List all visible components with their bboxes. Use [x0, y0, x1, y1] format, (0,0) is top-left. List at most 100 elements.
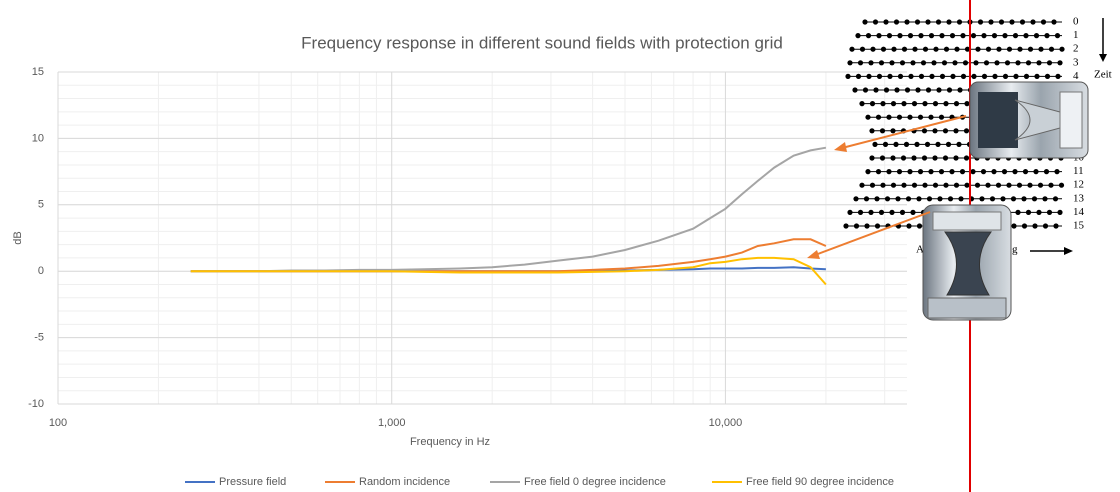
dot: [957, 19, 962, 24]
dot: [990, 196, 995, 201]
dot: [943, 128, 948, 133]
dot: [973, 60, 978, 65]
dot: [964, 101, 969, 106]
dot: [950, 33, 955, 38]
x-tick-label: 10,000: [709, 417, 743, 429]
dot: [904, 19, 909, 24]
time-arrow-head: [1099, 54, 1107, 62]
dot: [1045, 74, 1050, 79]
dot: [1036, 60, 1041, 65]
dot: [880, 128, 885, 133]
dot: [1053, 196, 1058, 201]
dot: [1003, 74, 1008, 79]
dot: [925, 142, 930, 147]
plot: [191, 148, 826, 285]
dot: [1015, 60, 1020, 65]
dot: [897, 115, 902, 120]
dot: [1023, 33, 1028, 38]
dot: [1017, 183, 1022, 188]
dot: [1017, 47, 1022, 52]
legend-label: Free field 90 degree incidence: [746, 476, 894, 488]
dot: [870, 183, 875, 188]
dot: [961, 74, 966, 79]
dot: [1024, 74, 1029, 79]
dot: [906, 196, 911, 201]
row-label: 2: [1073, 43, 1079, 55]
dot: [849, 47, 854, 52]
dot: [970, 169, 975, 174]
dot: [992, 33, 997, 38]
dot: [894, 19, 899, 24]
dot: [992, 74, 997, 79]
row-label: 12: [1073, 179, 1084, 191]
row-label: 13: [1073, 192, 1085, 204]
dot: [1044, 33, 1049, 38]
dot: [895, 196, 900, 201]
dot: [925, 19, 930, 24]
y-tick-label: -10: [28, 398, 44, 410]
dot: [1032, 223, 1037, 228]
legend-label: Random incidence: [359, 476, 450, 488]
dot: [958, 196, 963, 201]
chart-title: Frequency response in different sound fi…: [301, 33, 783, 52]
dot: [864, 196, 869, 201]
dot: [894, 87, 899, 92]
dot: [922, 155, 927, 160]
dot: [870, 47, 875, 52]
dot: [1007, 47, 1012, 52]
dot: [875, 223, 880, 228]
dot: [877, 74, 882, 79]
dot: [870, 101, 875, 106]
dot: [907, 169, 912, 174]
dot: [1002, 33, 1007, 38]
dot: [996, 183, 1001, 188]
dot: [1048, 183, 1053, 188]
dot: [856, 74, 861, 79]
series-line: [191, 148, 826, 272]
dot: [940, 74, 945, 79]
dot: [910, 60, 915, 65]
dot: [996, 47, 1001, 52]
arrow-head: [807, 250, 820, 259]
dot: [1038, 183, 1043, 188]
dot: [873, 19, 878, 24]
dot: [886, 115, 891, 120]
dot: [860, 47, 865, 52]
dot: [855, 33, 860, 38]
dot: [854, 223, 859, 228]
dot: [1042, 196, 1047, 201]
row-label: 15: [1073, 220, 1085, 232]
dot: [1005, 60, 1010, 65]
dot: [845, 74, 850, 79]
dot: [943, 155, 948, 160]
dot: [873, 87, 878, 92]
dot: [872, 142, 877, 147]
row-label: 1: [1073, 29, 1079, 41]
dot: [949, 169, 954, 174]
row-label: 0: [1073, 16, 1079, 28]
y-tick-label: 5: [38, 199, 44, 211]
dot: [1038, 47, 1043, 52]
dot: [954, 101, 959, 106]
dot: [917, 223, 922, 228]
dot: [858, 210, 863, 215]
dot: [928, 115, 933, 120]
dot: [979, 196, 984, 201]
dot: [898, 74, 903, 79]
dot: [953, 128, 958, 133]
dot: [1013, 74, 1018, 79]
dot: [1034, 74, 1039, 79]
dot: [847, 210, 852, 215]
dot: [943, 183, 948, 188]
dot: [1027, 183, 1032, 188]
dot: [954, 183, 959, 188]
dot: [876, 33, 881, 38]
dot: [891, 47, 896, 52]
dot: [911, 155, 916, 160]
dot: [933, 183, 938, 188]
dot: [907, 115, 912, 120]
dot: [884, 87, 889, 92]
dot: [981, 169, 986, 174]
dot: [900, 210, 905, 215]
dot: [960, 169, 965, 174]
